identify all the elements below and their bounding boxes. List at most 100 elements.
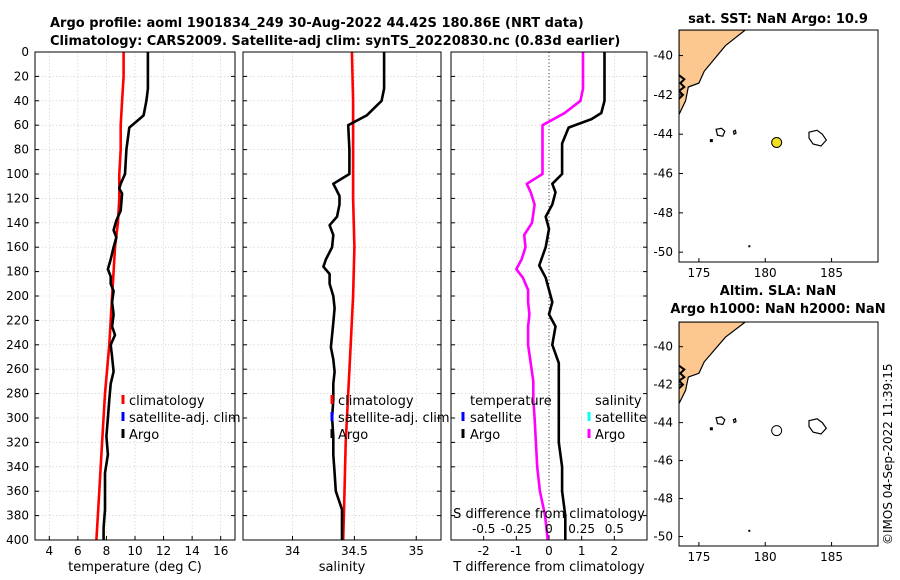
difference-panel: -2 -1 0 1 2 T difference from climatology S di…	[450, 51, 648, 575]
legend-header-temperature: temperature	[470, 394, 552, 409]
land-group	[679, 322, 747, 404]
sla-map-title-2: Argo h1000: NaN h2000: NaN	[670, 302, 885, 317]
island	[808, 129, 828, 147]
y-tick-label: -46	[653, 454, 673, 468]
y-tick-label: -48	[653, 206, 673, 220]
land-group	[679, 30, 747, 115]
y-tick-label: 160	[6, 240, 29, 254]
legend-label: Argo	[595, 428, 625, 443]
land-mass	[679, 30, 747, 115]
x-tick-label: 14	[185, 544, 200, 558]
imos-timestamp: ©IMOS 04-Sep-2022 11:39:15	[881, 363, 895, 545]
float-position-marker	[771, 136, 783, 148]
legend-label: climatology	[129, 394, 205, 409]
y-tick-label: 140	[6, 216, 29, 230]
y-tick-label: 0	[21, 45, 29, 59]
x-tick-label: 2	[611, 544, 619, 558]
series-line-argo	[102, 52, 150, 540]
legend-label: satellite-adj. clim	[338, 411, 450, 426]
title-line-1: Argo profile: aoml 1901834_249 30-Aug-20…	[50, 16, 584, 31]
series-line-t-difference	[537, 52, 606, 540]
x-tick-label: 8	[103, 544, 111, 558]
islet	[709, 139, 713, 143]
land-mass	[679, 322, 747, 404]
x-axis-label: T difference from climatology	[452, 560, 645, 575]
legend-label: satellite	[470, 411, 522, 426]
series-line-argo	[322, 52, 386, 540]
sla-map-title-1: Altim. SLA: NaN	[720, 284, 836, 299]
island	[732, 417, 737, 424]
float-position-marker	[771, 425, 783, 437]
legend-label: satellite	[595, 411, 647, 426]
x-tick-label: 34	[285, 544, 300, 558]
legend-label: Argo	[470, 428, 500, 443]
y-tick-label: -42	[653, 378, 673, 392]
x-tick-label: 34.5	[341, 544, 368, 558]
y-tick-label: -50	[653, 530, 673, 544]
series-line-climatology	[341, 51, 356, 541]
map-frame	[678, 29, 879, 263]
y-tick-label: 60	[14, 118, 29, 132]
y-tick-label: -44	[653, 416, 673, 430]
y-tick-label: 300	[6, 411, 29, 425]
s-tick-label: -0.5	[472, 522, 495, 536]
y-tick-label: 240	[6, 338, 29, 352]
y-tick-label: -42	[653, 88, 673, 102]
y-tick-label: 120	[6, 191, 29, 205]
island	[732, 129, 737, 136]
legend-label: Argo	[338, 428, 368, 443]
legend-header-salinity: salinity	[595, 394, 642, 409]
y-tick-label: 80	[14, 143, 29, 157]
x-tick-label: 16	[213, 544, 228, 558]
x-tick-label: 12	[156, 544, 171, 558]
islet	[748, 529, 751, 532]
x-tick-label: 0	[545, 544, 553, 558]
temperature-panel: 0 20 40 60 80 100 120 140 160 180 200 220 240 260 280 3…	[6, 45, 241, 575]
y-tick-label: 260	[6, 362, 29, 376]
x-axis-label: temperature (deg C)	[68, 560, 202, 575]
axes-frame	[34, 51, 236, 541]
legend-label: climatology	[338, 394, 414, 409]
s-tick-label: 0.5	[605, 522, 624, 536]
title-line-2: Climatology: CARS2009. Satellite-adj cli…	[50, 34, 620, 49]
x-tick-label: -1	[510, 544, 522, 558]
y-tick-label: 320	[6, 435, 29, 449]
islet	[748, 245, 751, 248]
islet	[709, 427, 713, 431]
y-tick-label: -40	[653, 340, 673, 354]
x-tick-label: -2	[478, 544, 490, 558]
y-tick-label: 400	[6, 533, 29, 547]
y-tick-label: 100	[6, 167, 29, 181]
x-tick-label: 1	[578, 544, 586, 558]
y-tick-label: 180	[6, 265, 29, 279]
x-tick-label: 185	[820, 550, 843, 564]
x-tick-label: 175	[687, 550, 710, 564]
s-axis-label: S difference from climatology	[453, 507, 645, 522]
y-tick-label: 380	[6, 509, 29, 523]
y-tick-label: -50	[653, 245, 673, 259]
sst-map-panel: 175 180 185 -40 -42 -44 -46 -48 -50	[653, 29, 879, 280]
y-tick-label: -44	[653, 127, 673, 141]
salinity-panel: 34 34.5 35 salinity climatology satellite-adj…	[242, 51, 450, 575]
y-tick-label: 200	[6, 289, 29, 303]
sla-map-panel: 175 180 185 -40 -42 -44 -46 -48 -50	[653, 321, 879, 564]
sst-map-title: sat. SST: NaN Argo: 10.9	[688, 12, 868, 27]
island	[715, 127, 726, 137]
map-frame	[678, 321, 879, 547]
y-tick-label: 340	[6, 460, 29, 474]
island	[808, 418, 828, 435]
y-tick-label: 20	[14, 69, 29, 83]
x-axis-label: salinity	[319, 560, 366, 575]
y-tick-label: 360	[6, 484, 29, 498]
x-tick-label: 175	[687, 266, 710, 280]
axes-frame	[450, 51, 648, 541]
y-tick-label: -46	[653, 167, 673, 181]
series-line-s-difference	[514, 52, 585, 541]
s-tick-label: 0	[545, 522, 553, 536]
x-tick-label: 10	[127, 544, 142, 558]
y-tick-label: 220	[6, 313, 29, 327]
x-tick-label: 185	[820, 266, 843, 280]
y-tick-label: -48	[653, 492, 673, 506]
x-tick-label: 180	[754, 550, 777, 564]
